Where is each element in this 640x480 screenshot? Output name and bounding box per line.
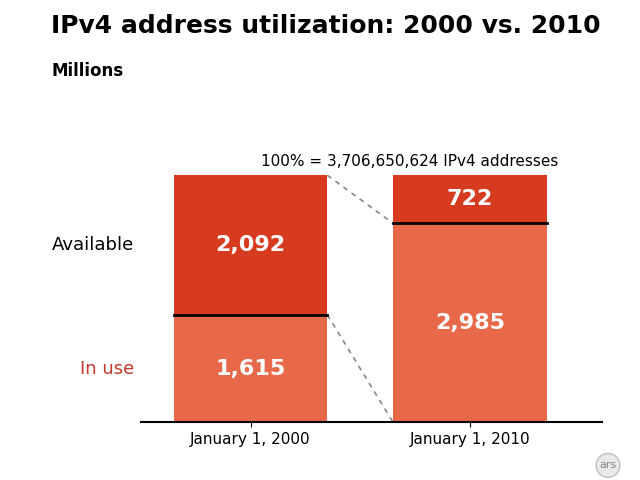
Bar	[393, 175, 547, 223]
Text: 100% = 3,706,650,624 IPv4 addresses: 100% = 3,706,650,624 IPv4 addresses	[262, 154, 559, 169]
Text: ars: ars	[600, 460, 616, 470]
Text: 1,615: 1,615	[216, 359, 285, 379]
Bar	[393, 223, 547, 422]
Text: Available: Available	[52, 236, 134, 254]
Bar	[173, 315, 327, 422]
Text: 722: 722	[447, 189, 493, 209]
Text: Millions: Millions	[51, 62, 124, 80]
Bar	[173, 175, 327, 315]
Text: 2,985: 2,985	[435, 313, 505, 333]
Text: 2,092: 2,092	[216, 235, 285, 255]
Text: IPv4 address utilization: 2000 vs. 2010: IPv4 address utilization: 2000 vs. 2010	[51, 14, 601, 38]
Text: In use: In use	[80, 360, 134, 378]
